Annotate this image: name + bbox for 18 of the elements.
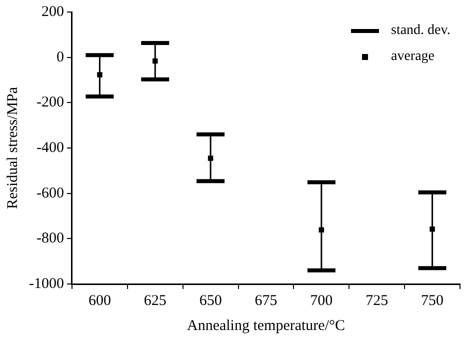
y-tick-label: -1000 bbox=[28, 276, 64, 292]
x-tick-label: 700 bbox=[310, 292, 333, 309]
y-tick-label: -800 bbox=[36, 230, 64, 247]
x-tick-label: 675 bbox=[254, 292, 278, 309]
annotation: stand. dev. bbox=[391, 23, 450, 39]
y-tick-label: 200 bbox=[41, 4, 64, 20]
x-axis-title: Annealing temperature/°C bbox=[186, 318, 346, 334]
legend-label: average bbox=[391, 49, 435, 65]
x-tick-label: 750 bbox=[421, 292, 444, 309]
x-tick-label: 650 bbox=[199, 292, 222, 309]
y-tick-label: 0 bbox=[56, 49, 64, 66]
y-tick-label: -200 bbox=[36, 94, 64, 111]
x-tick-label: 625 bbox=[144, 292, 166, 309]
y-tick-label: -600 bbox=[36, 185, 64, 202]
x-tick-label: 600 bbox=[88, 292, 111, 309]
y-axis-title: Residual stress/MPa bbox=[4, 86, 21, 210]
x-tick-label: 725 bbox=[366, 292, 388, 309]
y-tick-label: -400 bbox=[36, 140, 64, 156]
